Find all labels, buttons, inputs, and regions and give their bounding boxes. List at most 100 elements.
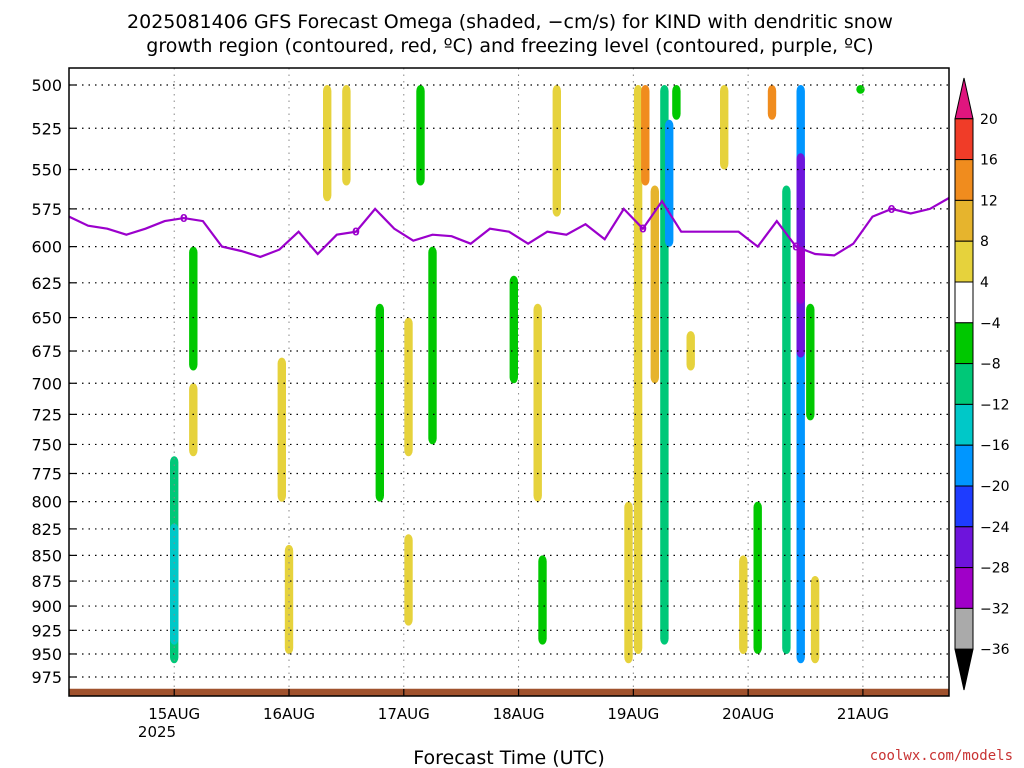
colorbar-label: −24: [980, 520, 1010, 536]
colorbar-label: 8: [980, 234, 989, 250]
ground-band-fill: [69, 688, 949, 696]
omega-blob: [538, 555, 547, 645]
omega-blob: [323, 85, 332, 202]
y-tick-label: 600: [31, 238, 62, 257]
omega-blob: [633, 85, 643, 654]
colorbar-label: 12: [980, 193, 998, 209]
omega-blob: [404, 534, 413, 626]
omega-blob: [672, 85, 681, 120]
omega-blob: [533, 303, 542, 502]
colorbar-label: −32: [980, 601, 1010, 617]
colorbar-label: −36: [980, 642, 1010, 658]
y-tick-label: 775: [31, 464, 62, 483]
colorbar-label: −28: [980, 561, 1010, 577]
colorbar-swatch: [954, 322, 974, 365]
omega-blob: [509, 275, 518, 384]
x-axis-ticks: 15AUG 16AUG 17AUG 18AUG 19AUG 20AUG 21AUG: [148, 689, 889, 723]
y-tick-label: 525: [31, 119, 62, 138]
y-tick-label: 575: [31, 200, 62, 219]
omega-blob: [753, 501, 762, 654]
y-axis-ticks: 500 525 550 575 600 625 650 675 700 725 750 775 800 8…: [31, 76, 76, 687]
omega-blob: [552, 85, 561, 217]
colorbar-label: 20: [980, 112, 998, 128]
colorbar-label: −4: [980, 316, 1001, 332]
omega-blob: [428, 246, 437, 445]
freezing-level-line: [68, 197, 950, 259]
omega-blob: [767, 85, 777, 120]
colorbar-label: −12: [980, 397, 1010, 413]
omega-blob: [189, 383, 198, 457]
omega-blob: [641, 85, 650, 186]
x-tick-label: 15AUG: [148, 705, 200, 723]
omega-blob: [686, 331, 695, 371]
colorbar-label: −20: [980, 479, 1010, 495]
omega-blob: [342, 85, 351, 186]
omega-blob: [665, 119, 674, 247]
y-tick-label: 975: [31, 668, 62, 687]
y-tick-label: 625: [31, 274, 62, 293]
y-tick-label: 825: [31, 520, 62, 539]
omega-blob: [416, 85, 425, 186]
omega-blob: [189, 246, 198, 371]
omega-blob: [624, 501, 633, 664]
colorbar-swatch: [954, 363, 974, 405]
x-axis-label: Forecast Time (UTC): [413, 747, 604, 768]
y-tick-label: 700: [31, 374, 62, 393]
freezing-level-layer: 0 0 0 0 0: [68, 197, 950, 259]
colorbar-swatch: [954, 648, 974, 691]
ground-band: [69, 688, 949, 696]
omega-blob: [404, 317, 413, 457]
omega-blob: [284, 544, 294, 654]
colorbar-swatch: [954, 567, 974, 609]
omega-blob: [650, 185, 659, 384]
x-tick-label: 19AUG: [607, 705, 659, 723]
y-tick-label: 675: [31, 342, 62, 361]
omega-shading: [170, 85, 865, 664]
omega-blob: [796, 246, 805, 304]
colorbar-swatch: [954, 403, 974, 446]
colorbar-swatch: [954, 526, 974, 569]
x-tick-label: 16AUG: [263, 705, 315, 723]
colorbar-label: 16: [980, 153, 998, 169]
x-tick-label: 21AUG: [837, 705, 889, 723]
omega-blob: [375, 303, 384, 502]
omega-blob: [782, 185, 791, 654]
plot-frame: [68, 67, 950, 697]
freezing-level-label: 0: [180, 212, 188, 225]
colorbar: 20 16 12 8 4 −4 −8 −12 −16 −20 −24 −28 −32 −36: [954, 77, 1010, 691]
colorbar-swatch: [954, 485, 974, 528]
freezing-level-label: 0: [352, 226, 360, 239]
omega-blob: [810, 576, 820, 664]
colorbar-swatch: [954, 240, 974, 283]
x-year-label: 2025: [138, 723, 176, 741]
colorbar-swatch: [954, 77, 974, 120]
omega-blob: [170, 523, 179, 645]
x-tick-label: 20AUG: [722, 705, 774, 723]
y-tick-label: 500: [31, 76, 62, 95]
omega-blob: [856, 85, 865, 94]
x-tick-label: 17AUG: [378, 705, 430, 723]
grid: [69, 68, 949, 696]
y-tick-label: 650: [31, 309, 62, 328]
colorbar-swatch: [954, 159, 974, 201]
colorbar-swatch: [954, 444, 974, 487]
x-tick-label: 18AUG: [493, 705, 545, 723]
colorbar-swatch: [954, 607, 974, 650]
chart-title-line2: growth region (contoured, red, ºC) and f…: [146, 35, 873, 57]
y-tick-label: 725: [31, 405, 62, 424]
y-tick-label: 850: [31, 546, 62, 565]
omega-blob: [720, 85, 729, 170]
watermark-text: coolwx.com/models: [870, 748, 1013, 764]
omega-blob: [739, 555, 748, 654]
y-tick-label: 900: [31, 597, 62, 616]
omega-blob: [277, 357, 286, 502]
colorbar-swatch: [954, 281, 974, 324]
freezing-level-label: 0: [792, 241, 800, 254]
colorbar-swatch: [954, 118, 974, 161]
colorbar-label: −16: [980, 438, 1010, 454]
y-tick-label: 950: [31, 645, 62, 664]
y-tick-label: 800: [31, 493, 62, 512]
colorbar-label: −8: [980, 357, 1001, 373]
colorbar-label: 4: [980, 275, 989, 291]
